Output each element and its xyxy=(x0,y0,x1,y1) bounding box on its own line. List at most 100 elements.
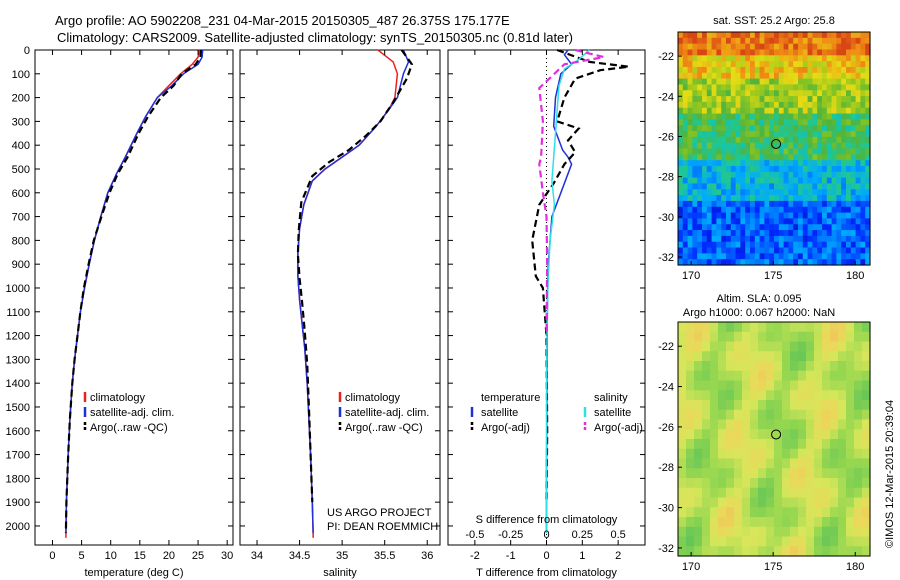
heatmap-cell xyxy=(788,247,794,254)
heatmap-cell xyxy=(682,113,689,120)
heatmap-cell xyxy=(758,351,767,362)
heatmap-cell xyxy=(692,218,698,225)
heatmap-cell xyxy=(697,32,703,39)
heatmap-cell xyxy=(860,55,866,62)
heatmap-cell xyxy=(735,37,741,45)
heatmap-cell xyxy=(860,218,866,225)
plot-frame xyxy=(239,49,441,546)
heatmap-cell xyxy=(764,241,770,249)
heatmap-cell xyxy=(766,361,775,372)
heatmap-cell xyxy=(814,331,823,343)
heatmap-cell xyxy=(774,212,780,219)
heatmap-cell xyxy=(726,429,735,440)
heatmap-cell xyxy=(716,165,722,173)
heatmap-cell xyxy=(742,468,751,479)
heatmap-cell xyxy=(788,189,794,196)
heatmap-cell xyxy=(764,49,770,56)
heatmap-cell xyxy=(793,165,799,173)
heatmap-cell xyxy=(846,370,855,382)
heatmap-cell xyxy=(817,119,823,126)
heatmap-cell xyxy=(783,154,789,161)
heatmap-cell xyxy=(740,247,746,254)
heatmap-cell xyxy=(836,224,842,231)
heatmap-cell xyxy=(742,370,751,382)
heatmap-cell xyxy=(783,55,789,62)
heatmap-cell xyxy=(769,200,775,208)
heatmap-cell xyxy=(807,32,813,39)
y-tick-label: -30 xyxy=(658,212,674,224)
heatmap-cell xyxy=(721,241,727,249)
heatmap-cell xyxy=(721,119,727,126)
heatmap-cell xyxy=(754,200,761,208)
heatmap-cell xyxy=(702,154,708,161)
heatmap-cell xyxy=(846,154,852,161)
heatmap-cell xyxy=(802,148,809,155)
heatmap-cell xyxy=(734,507,743,518)
heatmap-cell xyxy=(769,78,775,86)
heatmap-cell xyxy=(807,154,813,161)
heatmap-cell xyxy=(702,55,708,62)
heatmap-cell xyxy=(783,96,789,103)
heatmap-cell xyxy=(716,90,722,97)
heatmap-cell xyxy=(860,189,866,196)
heatmap-cell xyxy=(817,171,823,179)
heatmap-cell xyxy=(682,218,689,225)
y-tick-label: 1100 xyxy=(6,307,30,319)
heatmap-cell xyxy=(838,390,847,401)
heatmap-cell xyxy=(750,183,756,190)
heatmap-cell xyxy=(750,218,756,225)
heatmap-cell xyxy=(740,253,746,260)
heatmap-cell xyxy=(802,78,809,86)
heatmap-cell xyxy=(798,400,807,411)
heatmap-cell xyxy=(730,136,737,144)
heatmap-cell xyxy=(802,84,809,91)
heatmap-cell xyxy=(764,230,770,237)
heatmap-cell xyxy=(782,468,791,479)
heatmap-cell xyxy=(702,119,708,126)
heatmap-cell xyxy=(822,390,831,401)
heatmap-cell xyxy=(783,189,789,196)
heatmap-cell xyxy=(692,49,698,56)
heatmap-cell xyxy=(764,37,770,45)
heatmap-cell xyxy=(766,448,775,460)
heatmap-cell xyxy=(798,90,804,97)
heatmap-cell xyxy=(788,224,794,231)
heatmap-cell xyxy=(750,247,756,254)
heatmap-cell xyxy=(750,448,759,460)
heatmap-cell xyxy=(817,142,823,150)
heatmap-cell xyxy=(718,380,727,391)
heatmap-cell xyxy=(718,351,727,362)
heatmap-cell xyxy=(758,400,767,411)
heatmap-cell xyxy=(831,189,837,196)
heatmap-cell xyxy=(718,448,727,460)
heatmap-cell xyxy=(730,148,737,155)
heatmap-cell xyxy=(730,37,737,45)
heatmap-cell xyxy=(678,526,687,538)
heatmap-cell xyxy=(758,439,767,450)
heatmap-cell xyxy=(686,439,695,450)
legend-label: Argo(..raw -QC) xyxy=(90,422,168,434)
heatmap-cell xyxy=(740,136,746,144)
heatmap-cell xyxy=(822,497,831,508)
heatmap-cell xyxy=(706,218,713,225)
heatmap-cell xyxy=(687,212,693,219)
heatmap-cell xyxy=(836,183,842,190)
heatmap-cell xyxy=(750,43,756,51)
heatmap-cell xyxy=(711,61,717,68)
heatmap-cell xyxy=(759,78,765,86)
heatmap-cell xyxy=(711,101,717,109)
heatmap-cell xyxy=(790,370,799,382)
heatmap-cell xyxy=(790,468,799,479)
heatmap-cell xyxy=(798,341,807,352)
heatmap-cell xyxy=(831,113,837,120)
heatmap-cell xyxy=(855,241,861,249)
heatmap-cell xyxy=(793,154,799,161)
heatmap-cell xyxy=(830,478,839,489)
heatmap-cell xyxy=(764,101,770,109)
heatmap-cell xyxy=(788,136,794,144)
heatmap-cell xyxy=(778,253,785,260)
heatmap-cell xyxy=(838,429,847,440)
heatmap-cell xyxy=(774,230,780,237)
heatmap-cell xyxy=(706,183,713,190)
heatmap-cell xyxy=(726,546,735,557)
